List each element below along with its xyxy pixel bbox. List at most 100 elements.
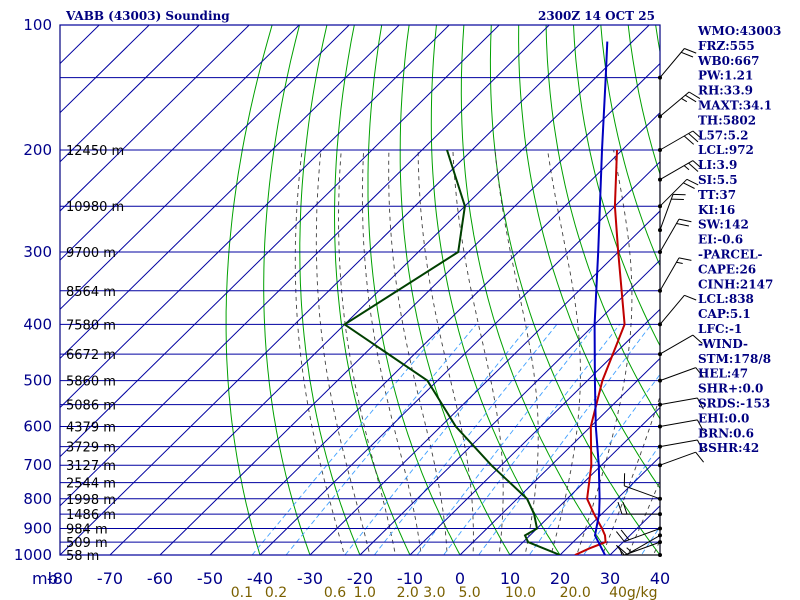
wind-barb-base <box>658 148 662 152</box>
wind-barb-shaft <box>626 534 661 555</box>
wind-barb-flag <box>683 135 695 145</box>
mixing-ratio-line <box>251 324 446 555</box>
wind-barb-flag <box>617 501 623 515</box>
indices-panel: WMO:43003FRZ:555WB0:667PW:1.21RH:33.9MAX… <box>697 24 781 455</box>
height-label: 1486 m <box>66 508 116 523</box>
mixing-ratio-line <box>373 324 558 555</box>
moist-adiabat-line <box>361 149 422 555</box>
wind-barb <box>658 419 704 432</box>
moist-adiabat-line <box>576 149 633 555</box>
wind-barb-flag <box>616 531 625 542</box>
wind-barb-half-flag <box>681 97 688 103</box>
wind-barb-flag <box>685 94 697 103</box>
mixing-ratio-line <box>285 324 477 555</box>
index-value: L57:5.2 <box>698 128 748 142</box>
parcel-trace <box>593 41 609 555</box>
temperature-tick-label: -60 <box>147 569 173 588</box>
wind-barb-shaft <box>659 451 696 466</box>
height-label: 5860 m <box>66 375 116 390</box>
index-value: PW:1.21 <box>698 69 753 83</box>
isotherm-line <box>60 25 400 360</box>
index-value: CINH:2147 <box>698 277 773 291</box>
isotherm-line <box>60 25 150 114</box>
wind-barb-base <box>658 553 662 557</box>
height-label: 8564 m <box>66 285 116 300</box>
index-value: CAPE:26 <box>698 262 756 276</box>
mixing-ratio-line <box>443 324 621 555</box>
wind-barb-shaft <box>659 334 694 355</box>
wind-barb <box>658 439 704 452</box>
wind-barb-base <box>658 463 662 468</box>
pressure-label: 900 <box>23 520 52 538</box>
isotherm-line <box>209 112 660 555</box>
isotherm-line <box>159 62 660 555</box>
isotherm-line <box>60 25 300 261</box>
index-value: CAP:5.1 <box>698 307 751 321</box>
wind-barb <box>658 193 686 233</box>
mixing-ratio-label: 2.0 <box>397 585 419 600</box>
isotherm-line <box>259 161 660 555</box>
index-value: MAXT:34.1 <box>698 99 772 113</box>
wind-barb-base <box>658 204 662 209</box>
index-value: EI:-0.6 <box>698 233 743 247</box>
moist-adiabats <box>294 149 660 555</box>
wind-barb-flag <box>692 130 703 140</box>
isotherm-line <box>60 25 350 310</box>
wind-barb-half-flag <box>626 547 632 553</box>
wind-barb-base <box>658 288 662 293</box>
wind-barb-base <box>658 496 662 501</box>
isotherm-line <box>60 25 600 555</box>
wind-barb-base <box>658 322 662 327</box>
index-value: SRDS:-153 <box>698 397 770 411</box>
wind-barb <box>617 501 662 517</box>
index-value: SI:5.5 <box>698 173 738 187</box>
temperature-tick-label: 30 <box>600 569 620 588</box>
mixing-ratio-label: 10.0 <box>505 585 536 600</box>
index-value: HEL:47 <box>698 367 748 381</box>
isotherm-line <box>309 210 660 555</box>
moist-adiabat-line <box>417 150 474 555</box>
isotherm-line <box>60 25 500 458</box>
height-label: 58 m <box>66 549 99 564</box>
wind-barb-flag <box>622 501 628 515</box>
temperature-tick-label: 20 <box>550 569 570 588</box>
wind-barb <box>658 130 703 152</box>
mixing-ratio-label: 0.1 <box>231 585 253 600</box>
isotherm-line <box>60 25 250 212</box>
index-value: EHI:0.0 <box>698 411 749 425</box>
wind-barb-flag <box>676 223 689 227</box>
height-label: 7580 m <box>66 318 116 333</box>
mixing-ratio-label: 3.0 <box>423 585 445 600</box>
height-label: 509 m <box>66 536 108 551</box>
index-value: RH:33.9 <box>698 84 753 98</box>
wind-barb-shaft <box>659 397 698 406</box>
wind-barb-shaft <box>659 130 694 151</box>
wind-barb-flag <box>678 257 692 261</box>
mixing-ratio-label: 1.0 <box>354 585 376 600</box>
temperature-tick-label: -70 <box>97 569 123 588</box>
mixing-ratio-label: 40g/kg <box>609 585 657 600</box>
wind-barb <box>658 160 703 182</box>
temperature-tick-label: -20 <box>347 569 373 588</box>
mixing-ratio-label: 20.0 <box>560 585 591 600</box>
height-label: 2544 m <box>66 477 116 492</box>
wind-barb-half-flag <box>676 261 683 264</box>
pressure-label: 300 <box>23 243 52 261</box>
wind-barb-base <box>658 378 662 383</box>
wind-barb <box>658 257 692 293</box>
mixing-ratio-label: 5.0 <box>458 585 480 600</box>
moist-adiabat-line <box>315 149 371 555</box>
wind-barb <box>658 334 703 357</box>
wind-barb-flag <box>616 544 625 556</box>
wind-barb-base <box>658 540 662 545</box>
wind-barb <box>617 533 662 555</box>
isotherm-line <box>109 25 650 555</box>
moist-adiabat-line <box>494 149 539 555</box>
wind-barb-flag <box>692 160 703 170</box>
temperature-tick-label: -50 <box>197 569 223 588</box>
mixing-ratio-line <box>478 324 652 555</box>
pressure-label: 100 <box>23 16 52 34</box>
pressure-label: 700 <box>23 456 52 474</box>
